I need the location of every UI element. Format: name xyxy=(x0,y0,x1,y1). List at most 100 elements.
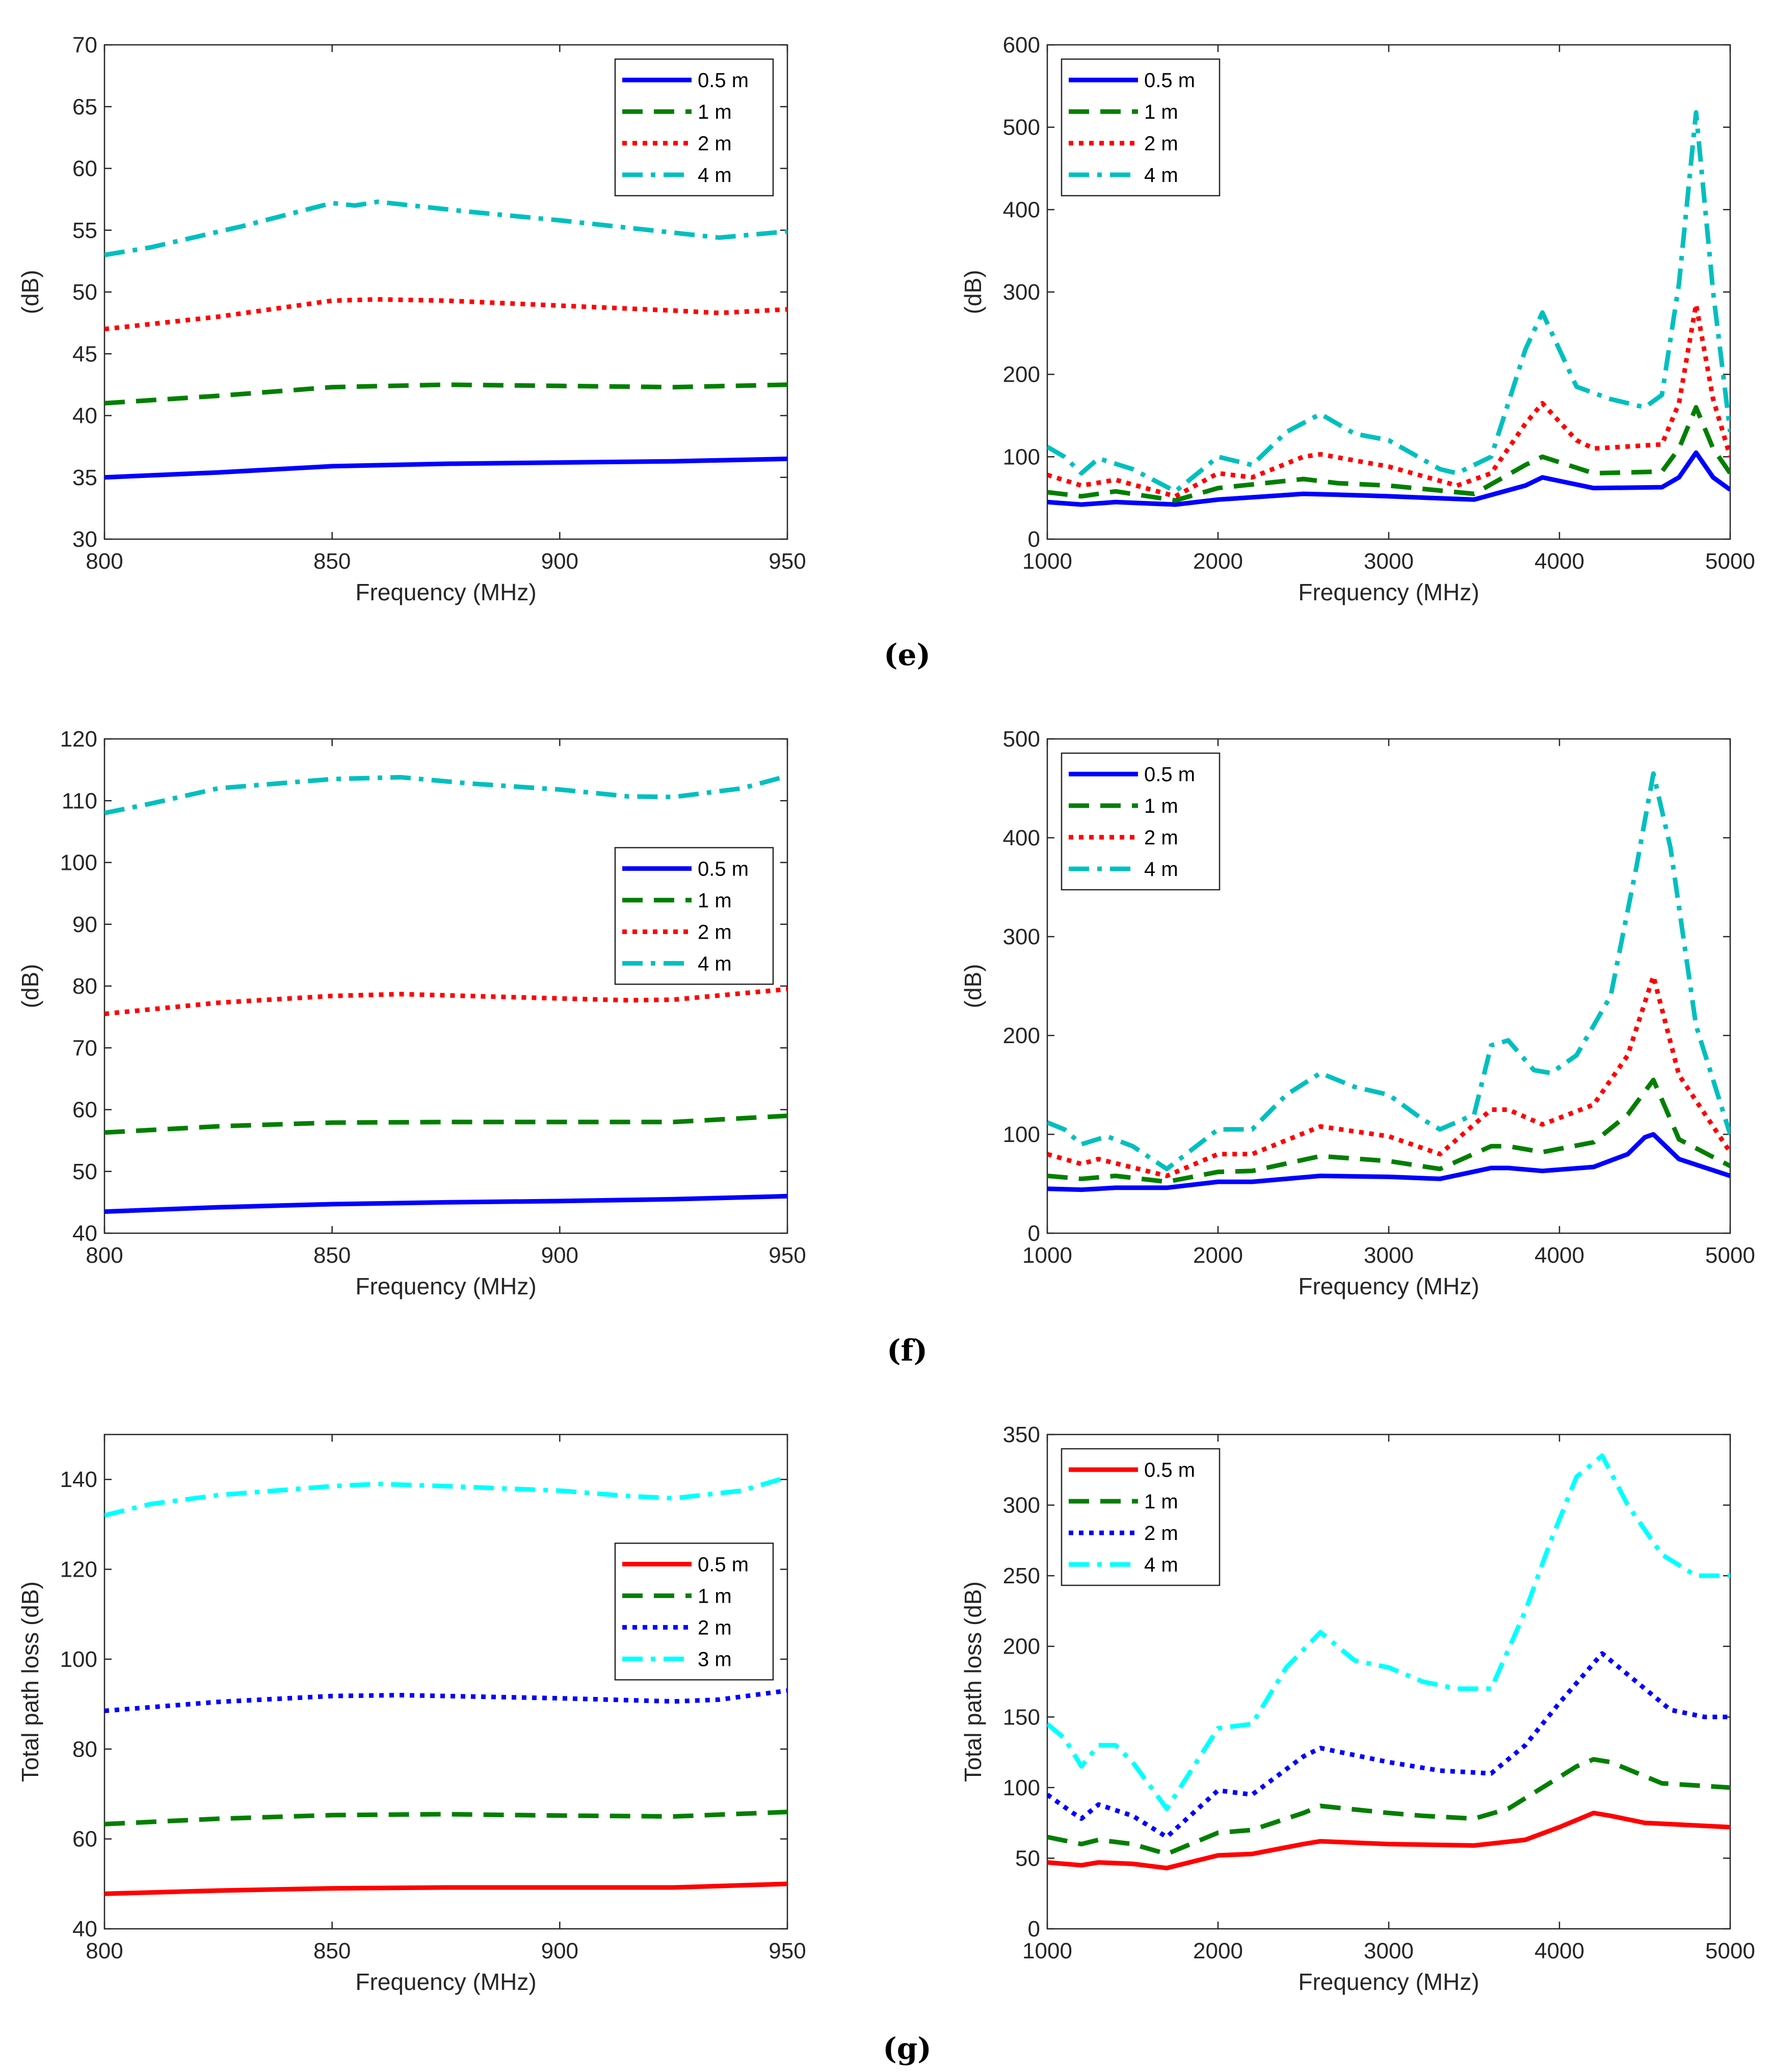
y-tick-label: 200 xyxy=(1003,362,1040,387)
series-line-1-m xyxy=(104,382,787,406)
series-group xyxy=(104,199,787,480)
series-line-1-m xyxy=(1047,1757,1730,1856)
y-tick-label: 80 xyxy=(72,1737,97,1762)
y-tick-label: 60 xyxy=(72,1827,97,1852)
legend: 0.5 m 1 m 2 m 4 m xyxy=(1061,58,1221,197)
legend-label: 4 m xyxy=(1144,1554,1178,1576)
x-tick-label: 4000 xyxy=(1534,549,1584,574)
y-axis-label: (dB) xyxy=(17,964,43,1008)
y-axis-label: (dB) xyxy=(960,270,986,314)
y-tick-label: 400 xyxy=(1003,197,1040,222)
y-tick-label: 50 xyxy=(72,280,97,305)
y-tick-label: 300 xyxy=(1003,924,1040,949)
y-tick-label: 500 xyxy=(1003,727,1040,752)
y-axis-label: (dB) xyxy=(17,270,43,314)
panel-label-e: (e) xyxy=(884,637,931,672)
chart-f-left: 800 850 900 950 40 50 60 70 80 90 100 110 120 Frequen… xyxy=(17,727,806,1299)
legend-label: 2 m xyxy=(698,921,732,943)
y-tick-label: 90 xyxy=(72,912,97,937)
x-tick-label: 2000 xyxy=(1193,1243,1243,1268)
series-group xyxy=(1047,771,1730,1192)
y-tick-label: 55 xyxy=(72,218,97,243)
series-group xyxy=(104,774,787,1214)
x-axis-label: Frequency (MHz) xyxy=(1298,579,1479,605)
chart-g-left: 800 850 900 950 40 60 80 100 120 140 Frequency (MH… xyxy=(17,1433,806,1995)
y-tick-label: 35 xyxy=(72,465,97,490)
series-line-0-5-m xyxy=(1047,1132,1730,1192)
legend-label: 1 m xyxy=(698,889,732,912)
y-axis-label: (dB) xyxy=(960,964,986,1008)
chart-e-left: 800 850 900 950 30 35 40 45 50 55 60 65 70 Frequency … xyxy=(17,33,806,605)
legend-label: 0.5 m xyxy=(698,1553,749,1576)
y-tick-label: 40 xyxy=(72,1221,97,1246)
y-tick-label: 60 xyxy=(72,156,97,181)
y-tick-label: 400 xyxy=(1003,826,1040,851)
x-tick-label: 3000 xyxy=(1364,1938,1414,1963)
x-tick-label: 900 xyxy=(541,1243,578,1268)
y-tick-label: 50 xyxy=(1015,1846,1040,1871)
legend-label: 2 m xyxy=(1144,1522,1178,1545)
legend: 0.5 m 1 m 2 m 4 m xyxy=(614,58,774,197)
y-tick-label: 30 xyxy=(72,527,97,552)
x-tick-label: 2000 xyxy=(1193,549,1243,574)
legend-label: 1 m xyxy=(1144,101,1178,123)
series-line-0-5-m xyxy=(1047,1811,1730,1871)
legend: 0.5 m 1 m 2 m 3 m xyxy=(614,1543,774,1681)
series-group xyxy=(1047,1453,1730,1871)
y-tick-label: 350 xyxy=(1003,1422,1040,1447)
legend-label: 1 m xyxy=(698,1585,732,1607)
x-tick-label: 5000 xyxy=(1705,1243,1755,1268)
chart-f-right: 1000 2000 3000 4000 5000 0 100 200 300 400 500 Freq… xyxy=(960,727,1755,1299)
x-tick-label: 3000 xyxy=(1364,549,1414,574)
x-axis-label: Frequency (MHz) xyxy=(1298,1969,1479,1995)
y-tick-label: 0 xyxy=(1028,527,1040,552)
x-tick-label: 800 xyxy=(86,1938,123,1963)
y-tick-label: 100 xyxy=(60,851,97,875)
series-line-4-m xyxy=(1047,110,1730,494)
x-tick-label: 3000 xyxy=(1364,1243,1414,1268)
series-line-1-m xyxy=(1047,405,1730,503)
x-tick-label: 850 xyxy=(313,1938,351,1963)
y-tick-label: 100 xyxy=(1003,444,1040,469)
x-tick-label: 5000 xyxy=(1705,549,1755,574)
series-line-4-m xyxy=(1047,1453,1730,1811)
series-line-2-m xyxy=(104,297,787,332)
series-line-4-m xyxy=(104,199,787,257)
x-tick-label: 4000 xyxy=(1534,1243,1584,1268)
charts-layer: 800 850 900 950303540455055606570Frequency … xyxy=(17,33,1755,1995)
y-tick-label: 500 xyxy=(1003,115,1040,140)
y-tick-label: 40 xyxy=(72,1917,97,1942)
y-tick-label: 70 xyxy=(72,33,97,58)
legend-label: 0.5 m xyxy=(1144,763,1195,786)
y-tick-label: 100 xyxy=(1003,1122,1040,1147)
series-group xyxy=(104,1475,787,1896)
x-tick-label: 2000 xyxy=(1193,1938,1243,1963)
legend-label: 0.5 m xyxy=(1144,1459,1195,1481)
y-tick-label: 300 xyxy=(1003,280,1040,305)
x-tick-label: 900 xyxy=(541,1938,578,1963)
x-tick-label: 850 xyxy=(313,549,351,574)
series-group xyxy=(1047,110,1730,507)
y-tick-label: 250 xyxy=(1003,1563,1040,1588)
legend-label: 0.5 m xyxy=(698,858,749,880)
legend-label: 1 m xyxy=(698,101,732,123)
series-line-4-m xyxy=(1047,771,1730,1172)
y-tick-label: 600 xyxy=(1003,33,1040,58)
y-tick-label: 80 xyxy=(72,974,97,999)
legend-label: 2 m xyxy=(698,132,732,155)
x-tick-label: 1000 xyxy=(1022,1938,1072,1963)
x-axis-label: Frequency (MHz) xyxy=(1298,1273,1479,1299)
plot-area xyxy=(103,738,788,1234)
legend-label: 4 m xyxy=(698,164,732,187)
x-tick-label: 800 xyxy=(86,549,123,574)
y-tick-label: 65 xyxy=(72,94,97,119)
y-tick-label: 40 xyxy=(72,404,97,429)
x-tick-label: 1000 xyxy=(1022,549,1072,574)
y-tick-label: 140 xyxy=(60,1467,97,1492)
y-tick-label: 0 xyxy=(1028,1917,1040,1942)
plot-area xyxy=(103,1433,788,1930)
series-line-4-m xyxy=(104,774,787,815)
x-tick-label: 950 xyxy=(769,1938,806,1963)
y-tick-label: 110 xyxy=(62,788,97,813)
x-tick-label: 5000 xyxy=(1705,1938,1755,1963)
